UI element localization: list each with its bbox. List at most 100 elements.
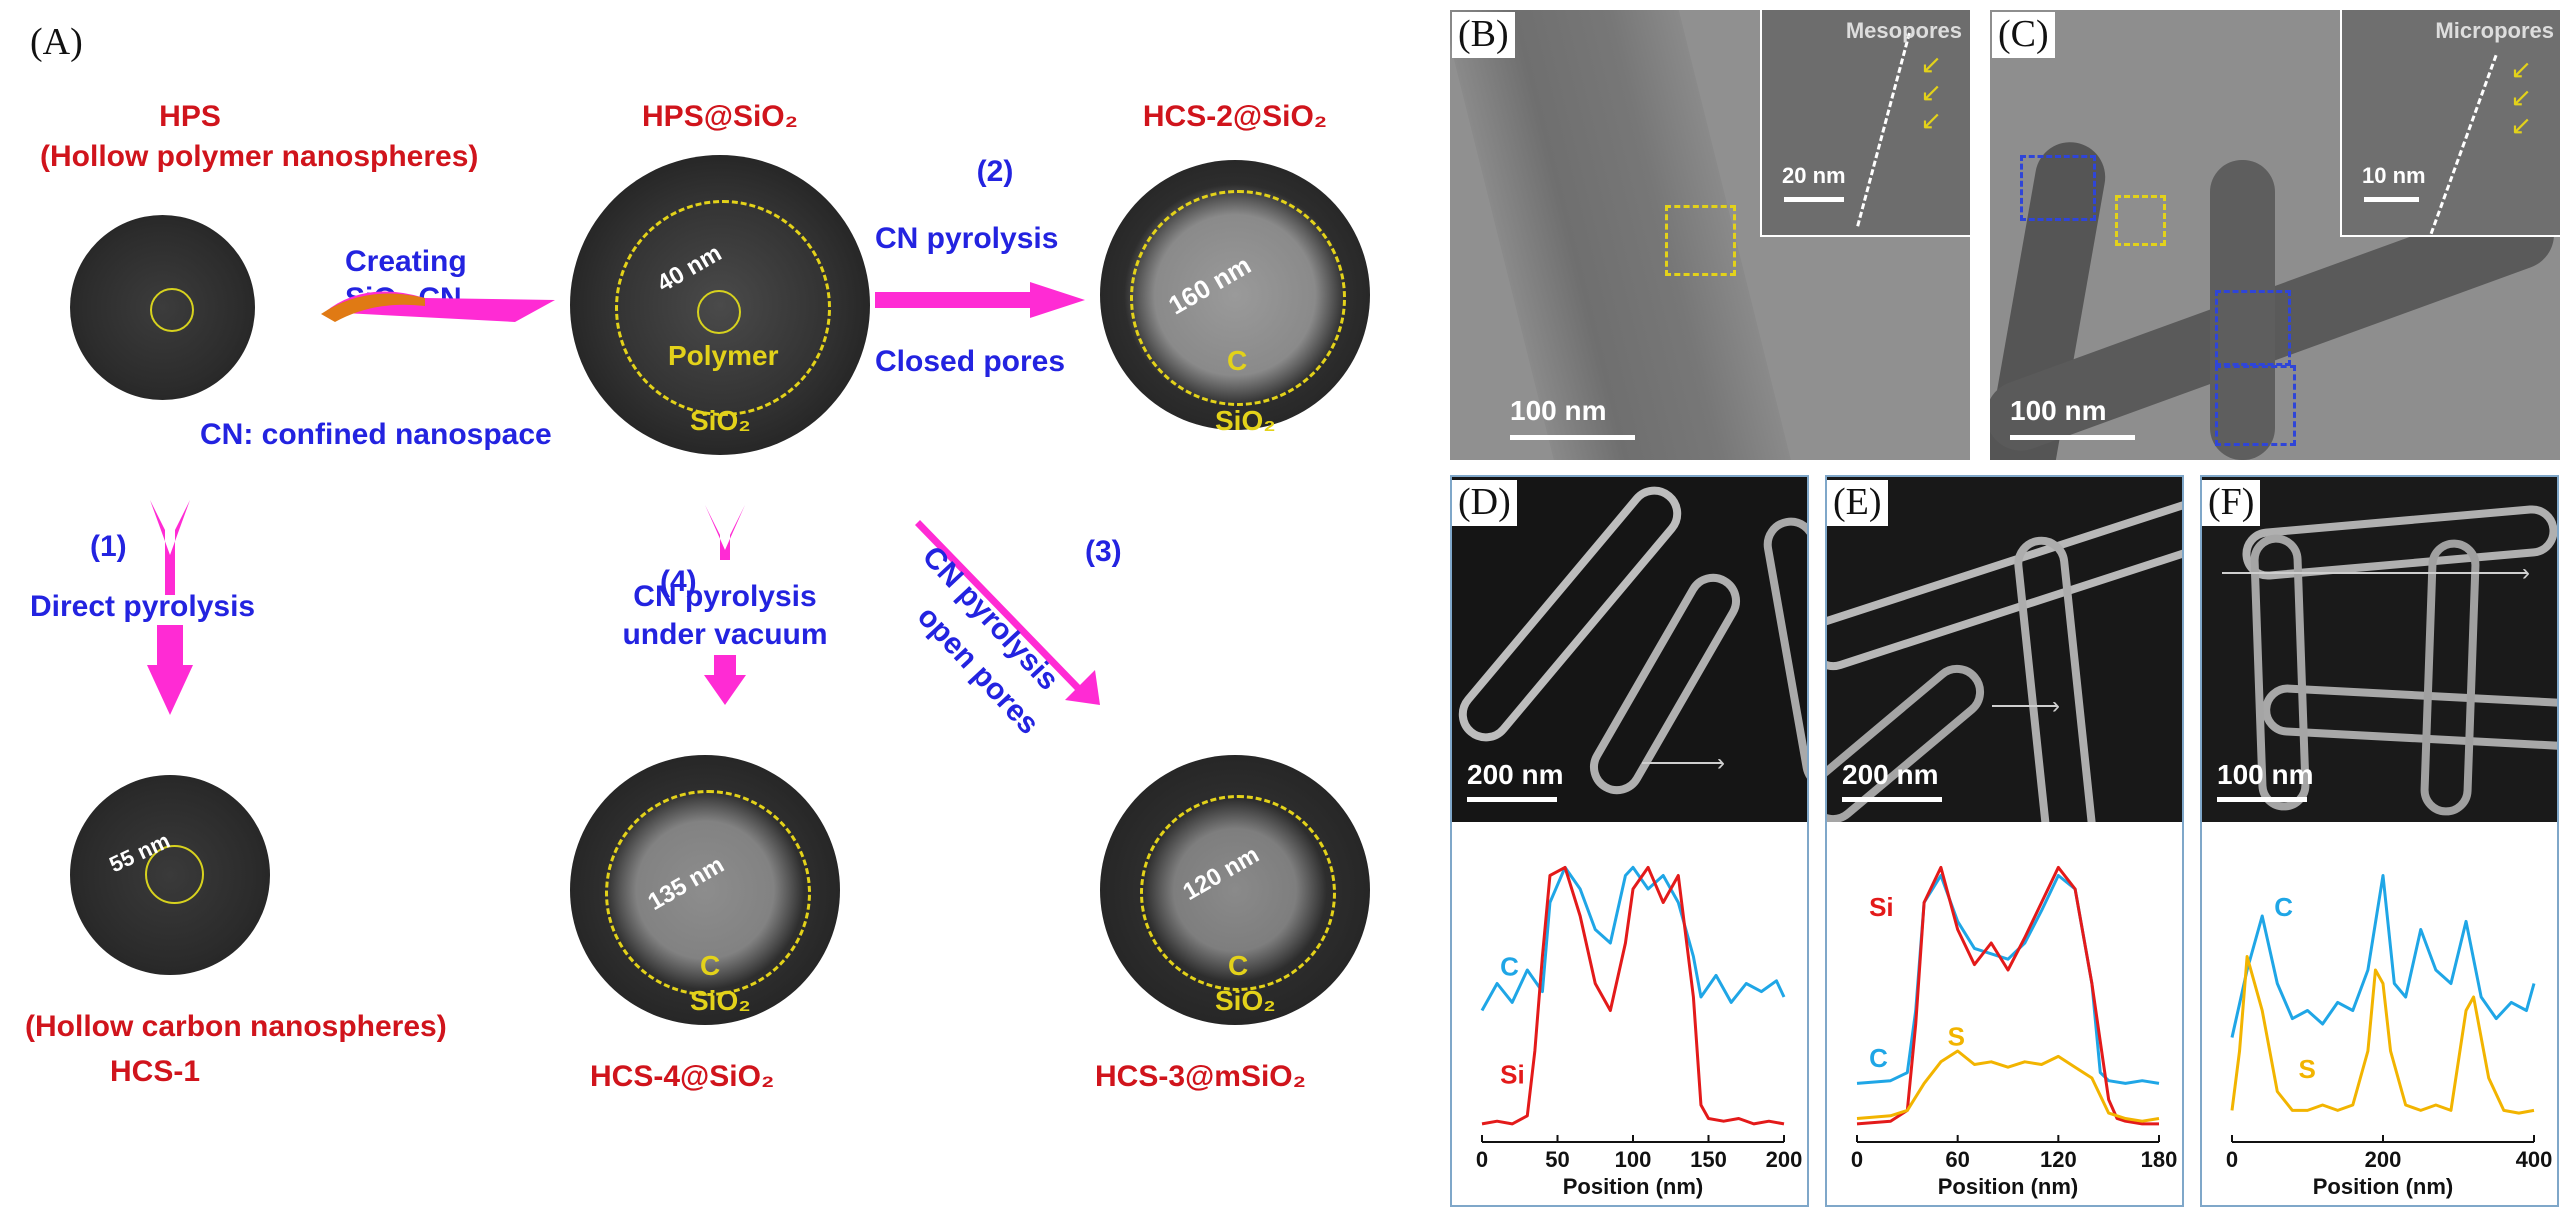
hcs4-shell-label: SiO₂ [690,985,751,1016]
hcs2-title: HCS-2@SiO₂ [1142,100,1328,133]
panel-b-inset-arrows-icon: ↙ ↙ ↙ [1920,49,1942,135]
hcs2-dashed-ring [1130,190,1346,406]
panel-f-scale-text: 100 nm [2217,759,2314,790]
x-axis-label-D: Position (nm) [1563,1174,1704,1199]
series-label-F-S: S [2298,1054,2315,1084]
panel-c-image: Micropores ↙ ↙ ↙ 10 nm 100 nm [1990,10,2560,460]
series-line-F-S [2230,955,2535,1115]
series-label-D-C: C [1500,951,1519,981]
panel-c-label: (C) [1992,12,2055,58]
creating-label: Creating [345,245,467,278]
panel-c-inset-scale-bar [2364,197,2419,202]
panel-c-tube-3 [2210,160,2275,460]
x-axis-label-F: Position (nm) [2313,1174,2454,1199]
hps-sio2-dashed-ring [615,200,831,416]
hps-title: HPS [159,100,221,133]
x-tick-label-D-2: 100 [1615,1147,1652,1172]
series-line-E-C [1856,874,2160,1085]
series-label-D-Si: Si [1500,1059,1525,1089]
panel-b-image: Mesopores ↙ ↙ ↙ 20 nm 100 nm [1450,10,1970,460]
series-label-F-C: C [2274,892,2293,922]
panel-f-fiber-4 [2419,538,2481,817]
panel-f-scan-line [2222,572,2527,574]
panel-e-scan-arrow-icon: › [2052,692,2060,719]
step3-arrow-icon [915,520,1100,705]
panel-c-inset-scale-text: 10 nm [2362,163,2426,188]
panel-d-scale-bar [1467,797,1557,802]
panel-b-inset-boundary [1856,32,1914,228]
panel-e-scale-text: 200 nm [1842,759,1939,790]
panel-c-inset-title: Micropores [2435,18,2554,43]
panel-b-inset: Mesopores ↙ ↙ ↙ 20 nm [1760,10,1970,237]
series-label-E-C: C [1869,1043,1888,1073]
x-tick-label-D-3: 150 [1690,1147,1727,1172]
panel-e-chart: 0 60 120 180 Position (nm) C Si S [1851,865,2178,1199]
series-line-D-C [1480,865,1786,1012]
panel-d-scan-arrow-icon: › [1717,749,1725,776]
x-tick-label-F-2: 400 [2516,1147,2553,1172]
series-line-E-Si [1856,865,2159,1126]
panel-f-image: › 100 nm [2202,477,2557,822]
hcs4-dashed-ring [605,790,811,996]
panel-b-inset-title: Mesopores [1845,18,1962,43]
creating-arrow-icon [321,291,555,322]
cn-note: CN: confined nanospace [200,418,552,451]
series-line-D-Si [1481,865,1785,1126]
hps-sio2-polymer-label: Polymer [668,340,779,371]
panel-a-label: (A) [30,21,83,63]
x-tick-label-E-1: 60 [1945,1147,1969,1172]
step2-line2: Closed pores [875,345,1066,378]
hcs2-shell-label: SiO₂ [1215,405,1276,436]
hps-cavity-ring [150,288,194,332]
series-line-E-S [1856,1049,2160,1123]
x-tick-label-E-0: 0 [1851,1147,1863,1172]
panel-e-image: › 200 nm [1827,477,2182,822]
panel-f-chart: 0 200 400 Position (nm) C S [2226,874,2553,1199]
panel-f-scan-arrow-icon: › [2522,559,2530,586]
hps-subtitle: (Hollow polymer nanospheres) [40,140,479,173]
hcs1-caption2: HCS-1 [110,1055,201,1088]
hcs1-cavity-ring [145,845,204,904]
step2-line1: CN pyrolysis [875,222,1059,255]
panel-f-scale-bar [2217,797,2307,802]
panel-d-fiber-3 [1759,513,1807,795]
x-tick-label-F-1: 200 [2365,1147,2402,1172]
panel-f-label: (F) [2202,480,2261,526]
x-tick-label-D-1: 50 [1545,1147,1569,1172]
step1-arrow-icon [147,500,193,715]
panel-c-inset-boundary [2429,54,2501,236]
panel-c-scale-text: 100 nm [2010,395,2107,426]
panel-c-blue-box-3 [2215,365,2296,446]
x-tick-label-D-4: 200 [1766,1147,1803,1172]
hcs3-dashed-ring [1140,795,1336,991]
step3-number: (3) [1085,535,1122,568]
hps-sio2-cavity-ring [697,290,741,334]
series-label-E-Si: Si [1869,892,1894,922]
x-tick-label-D-0: 0 [1476,1147,1488,1172]
step2-number: (2) [976,155,1014,188]
hcs4-caption: HCS-4@SiO₂ [590,1060,775,1093]
panel-c-yellow-box [2115,195,2166,246]
series-label-E-S: S [1948,1022,1965,1052]
step1-text: Direct pyrolysis [30,590,256,623]
panel-b-scale-text: 100 nm [1510,395,1607,426]
hcs3-shell-label: SiO₂ [1215,985,1276,1016]
panel-d-scale-text: 200 nm [1467,759,1564,790]
step4-number: (4) [660,565,697,598]
panel-b-selection-box [1665,205,1736,276]
panel-d-image: › 200 nm [1452,477,1807,822]
panel-b-scale-bar [1510,435,1635,440]
step4-line1: CN pyrolysis [633,580,817,613]
panel-c-inset: Micropores ↙ ↙ ↙ 10 nm [2340,10,2560,237]
step4-line2: under vacuum [622,618,828,651]
hcs3-caption: HCS-3@mSiO₂ [1095,1060,1306,1093]
hps-sio2-title: HPS@SiO₂ [642,100,798,133]
panel-c-scale-bar [2010,435,2135,440]
hps-sio2-shell-label: SiO₂ [690,405,751,436]
panel-c-blue-box-1 [2020,155,2096,221]
panel-d-scan-line [1642,762,1722,764]
panel-c-blue-box-2 [2215,290,2291,366]
panel-e-label: (E) [1827,480,1888,526]
panel-d-label: (D) [1452,480,1517,526]
x-tick-label-E-3: 180 [2141,1147,2178,1172]
